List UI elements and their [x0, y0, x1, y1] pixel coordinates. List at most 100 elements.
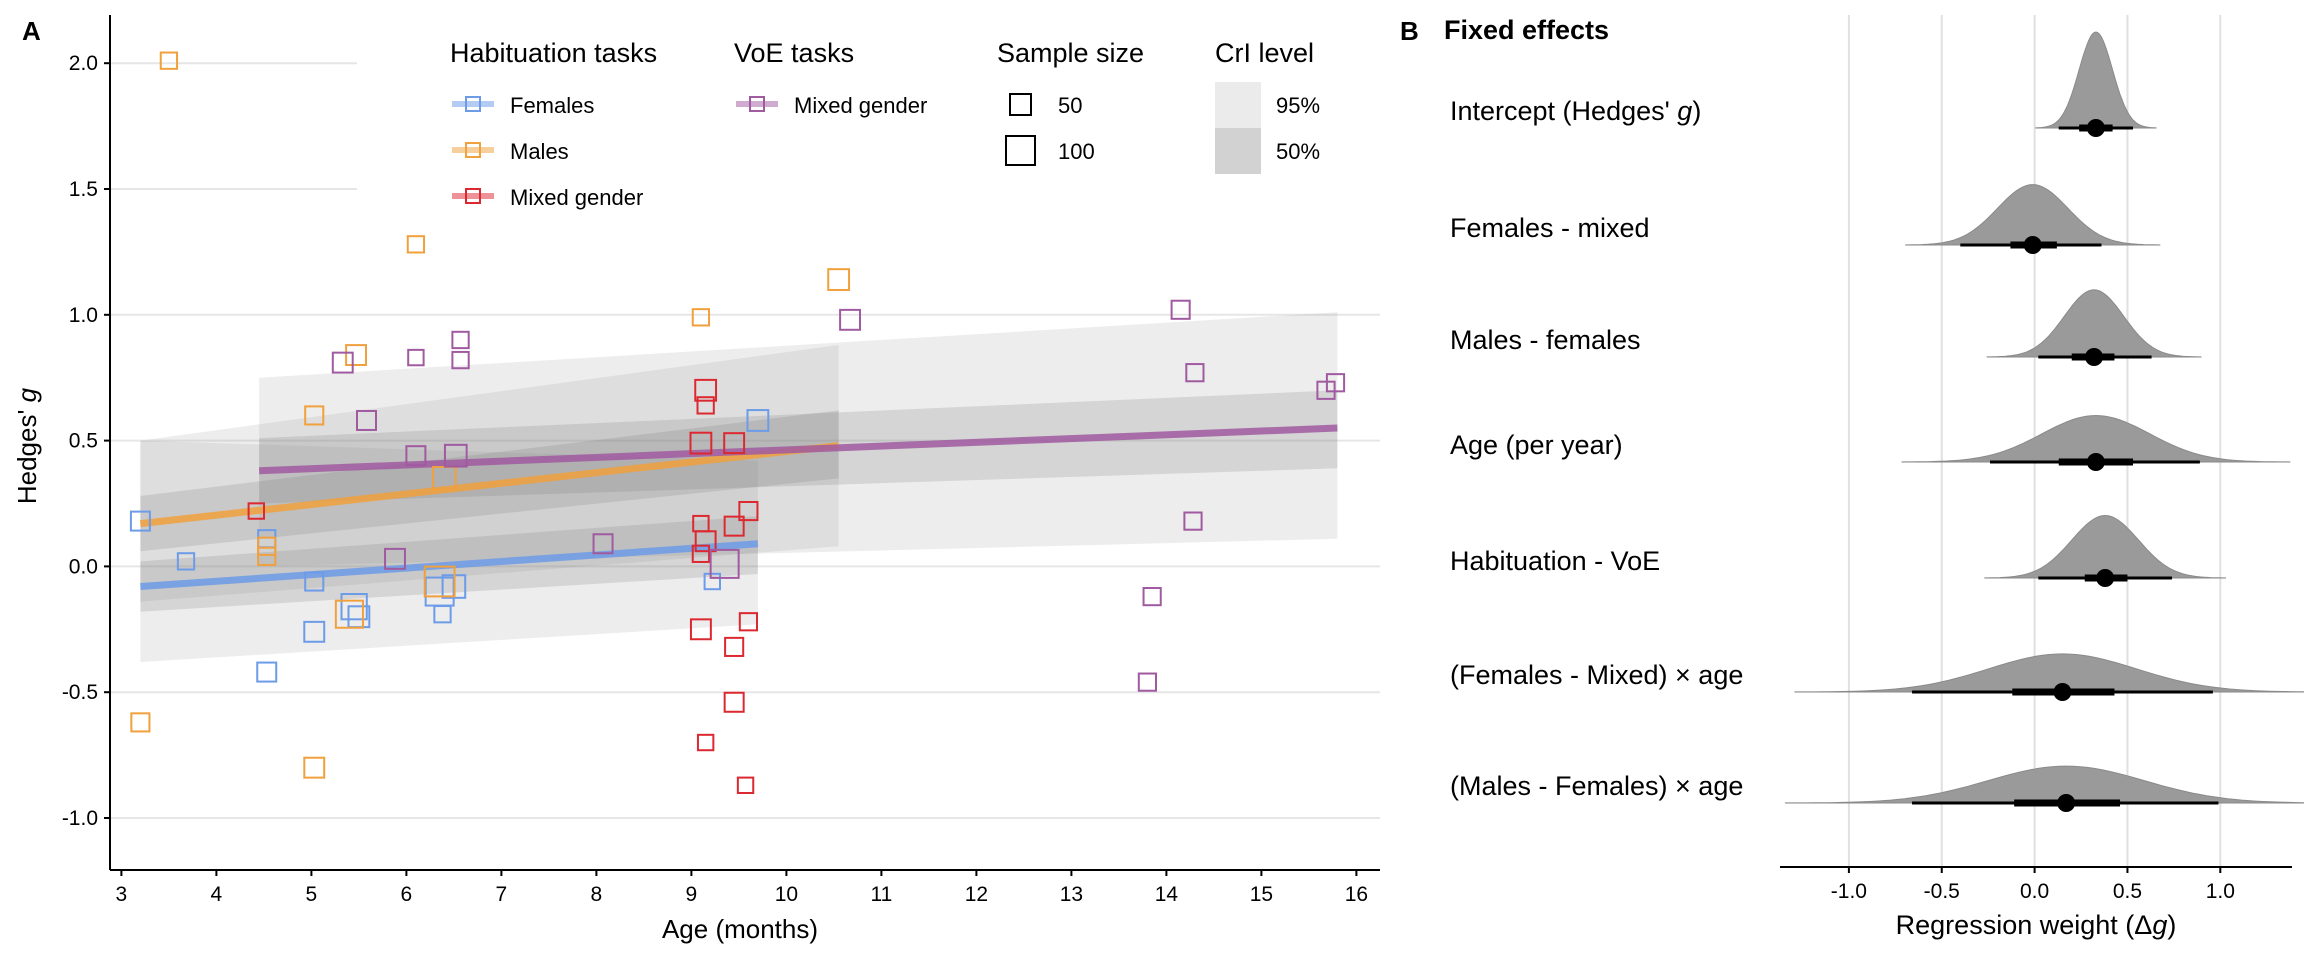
posterior-density — [2035, 31, 2157, 129]
x-tick-label: 7 — [496, 883, 508, 906]
posterior-mean-point — [2086, 119, 2105, 137]
panel-a-label: A — [22, 16, 41, 46]
effect-label-text: Males - females — [1450, 325, 1641, 355]
study-point — [703, 572, 721, 591]
posterior-density — [1905, 184, 2161, 246]
ci95-band — [140, 344, 839, 602]
posterior-density — [1901, 414, 2291, 463]
posterior-mean-point — [2085, 348, 2104, 366]
effect-label-text: Habituation - VoE — [1450, 546, 1660, 576]
study-point — [451, 350, 470, 370]
x-tick-label: 3 — [116, 883, 128, 906]
study-point — [709, 548, 740, 579]
y-axis-label-main: Hedges' — [12, 410, 42, 505]
study-point — [303, 620, 326, 643]
study-point — [723, 515, 745, 537]
study-point — [176, 552, 196, 571]
x-tick-label: 8 — [591, 883, 603, 906]
x-tick-label: 16 — [1345, 883, 1368, 906]
regression-line — [140, 540, 759, 591]
b-x-tick-label: 1.0 — [2206, 880, 2235, 903]
study-point — [129, 510, 151, 532]
legend-label-hab-mixed: Mixed gender — [510, 185, 643, 210]
legend-key-females — [452, 96, 494, 112]
b-x-tick-label: -0.5 — [1924, 880, 1960, 903]
panel-a: A -1.0 -0.5 0.0 0.5 1.0 1.5 2.0 3 4 5 6 7 8 9 10 11 12 1… — [12, 15, 1380, 944]
x-axis-label: Age (months) — [662, 914, 818, 944]
y-axis-ticks: -1.0 -0.5 0.0 0.5 1.0 1.5 2.0 — [62, 52, 110, 830]
effect-label: Intercept (Hedges' g) — [1450, 96, 1701, 126]
x-tick-label: 6 — [401, 883, 413, 906]
regression-lines — [140, 424, 1338, 591]
study-point — [738, 612, 758, 632]
legend-title-sample-size: Sample size — [997, 38, 1144, 68]
study-point — [827, 268, 851, 291]
posterior-mean-point — [2096, 569, 2115, 587]
study-point — [723, 432, 746, 455]
legend-label-voe-mixed: Mixed gender — [794, 93, 927, 118]
study-point — [736, 776, 755, 794]
study-point — [723, 691, 745, 713]
legend-title-voe: VoE tasks — [734, 38, 854, 68]
study-point — [405, 445, 427, 467]
b-x-tick-label: 0.5 — [2113, 880, 2142, 903]
legend-key-size-100 — [1005, 135, 1036, 166]
panel-b-title: Fixed effects — [1444, 15, 1609, 45]
study-point — [839, 308, 861, 331]
effect-label-suffix: ) — [1692, 96, 1701, 126]
ci50-band — [140, 410, 839, 552]
legend-label-size-50: 50 — [1058, 93, 1082, 118]
x-tick-label: 5 — [306, 883, 318, 906]
study-point — [256, 661, 278, 683]
y-axis-label: Hedges' g — [12, 387, 42, 504]
effect-row: Age (per year) — [1450, 414, 2291, 471]
x-axis-ticks: 3 4 5 6 7 8 9 10 11 12 13 14 15 16 — [116, 870, 1368, 906]
regression-line — [140, 442, 840, 528]
panel-b: B Fixed effects Intercept (Hedges' g) Fem… — [1400, 15, 2304, 940]
x-tick-label: 14 — [1155, 883, 1179, 906]
posterior-density — [1784, 765, 2304, 804]
y-tick-label: 2.0 — [69, 52, 98, 75]
study-point — [304, 405, 325, 426]
legend-key-males — [452, 142, 494, 158]
effect-label: (Females - Mixed) × age — [1450, 660, 1743, 690]
study-point — [592, 533, 614, 555]
study-point — [746, 409, 770, 432]
effect-row: Females - mixed — [1450, 184, 2161, 254]
study-point — [384, 547, 406, 570]
study-point — [738, 500, 759, 522]
study-point — [724, 636, 745, 657]
x-tick-label: 10 — [775, 883, 798, 906]
b-x-axis-label-suffix: ) — [2167, 910, 2176, 940]
study-point — [696, 396, 715, 415]
effect-row: Intercept (Hedges' g) — [1450, 31, 2157, 137]
x-tick-label: 13 — [1060, 883, 1083, 906]
study-point — [303, 756, 326, 779]
b-x-axis-label-prefix: Regression weight (Δ — [1896, 910, 2153, 940]
study-point — [331, 351, 354, 374]
effect-label: Habituation - VoE — [1450, 546, 1660, 576]
b-x-axis-ticks: -1.0 -0.5 0.0 0.5 1.0 — [1831, 867, 2235, 903]
study-point — [304, 571, 325, 592]
y-tick-label: 1.5 — [69, 178, 98, 201]
effect-label: Females - mixed — [1450, 213, 1650, 243]
legend-key-voe-mixed — [736, 96, 778, 112]
legend-key-size-50 — [1009, 93, 1032, 116]
legend-title-habituation: Habituation tasks — [450, 38, 657, 68]
study-point — [1185, 363, 1205, 383]
effect-label: Age (per year) — [1450, 430, 1623, 460]
posterior-density — [1986, 289, 2202, 358]
study-point — [257, 546, 277, 566]
study-point — [696, 733, 715, 752]
panel-b-label: B — [1400, 16, 1419, 46]
b-x-axis-label-italic: g — [2152, 910, 2167, 940]
effect-label-text: (Males - Females) × age — [1450, 771, 1743, 801]
study-point — [691, 544, 711, 563]
study-point — [433, 605, 452, 624]
ci95-band — [259, 312, 1338, 567]
study-point — [694, 378, 718, 402]
study-point — [1170, 299, 1191, 320]
b-x-axis-label: Regression weight (Δg) — [1896, 910, 2177, 940]
effect-label-text: (Females - Mixed) × age — [1450, 660, 1743, 690]
